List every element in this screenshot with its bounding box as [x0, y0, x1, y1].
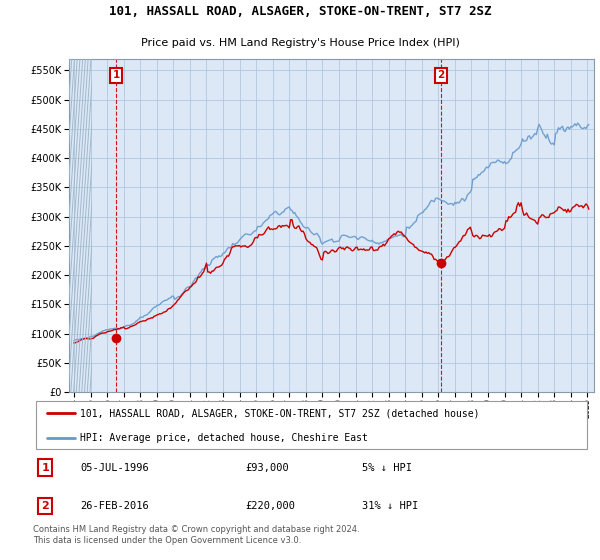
Text: £93,000: £93,000: [245, 463, 289, 473]
FancyBboxPatch shape: [36, 402, 587, 449]
Text: £220,000: £220,000: [245, 501, 295, 511]
Text: 1: 1: [41, 463, 49, 473]
Text: 5% ↓ HPI: 5% ↓ HPI: [362, 463, 412, 473]
Text: 05-JUL-1996: 05-JUL-1996: [80, 463, 149, 473]
Text: 2: 2: [437, 71, 445, 81]
Text: HPI: Average price, detached house, Cheshire East: HPI: Average price, detached house, Ches…: [80, 433, 368, 443]
Text: 26-FEB-2016: 26-FEB-2016: [80, 501, 149, 511]
Text: 101, HASSALL ROAD, ALSAGER, STOKE-ON-TRENT, ST7 2SZ (detached house): 101, HASSALL ROAD, ALSAGER, STOKE-ON-TRE…: [80, 408, 480, 418]
Text: 101, HASSALL ROAD, ALSAGER, STOKE-ON-TRENT, ST7 2SZ: 101, HASSALL ROAD, ALSAGER, STOKE-ON-TRE…: [109, 5, 491, 18]
Text: Contains HM Land Registry data © Crown copyright and database right 2024.
This d: Contains HM Land Registry data © Crown c…: [33, 525, 359, 545]
Text: 31% ↓ HPI: 31% ↓ HPI: [362, 501, 418, 511]
Text: 1: 1: [112, 71, 119, 81]
Text: 2: 2: [41, 501, 49, 511]
Text: Price paid vs. HM Land Registry's House Price Index (HPI): Price paid vs. HM Land Registry's House …: [140, 38, 460, 48]
